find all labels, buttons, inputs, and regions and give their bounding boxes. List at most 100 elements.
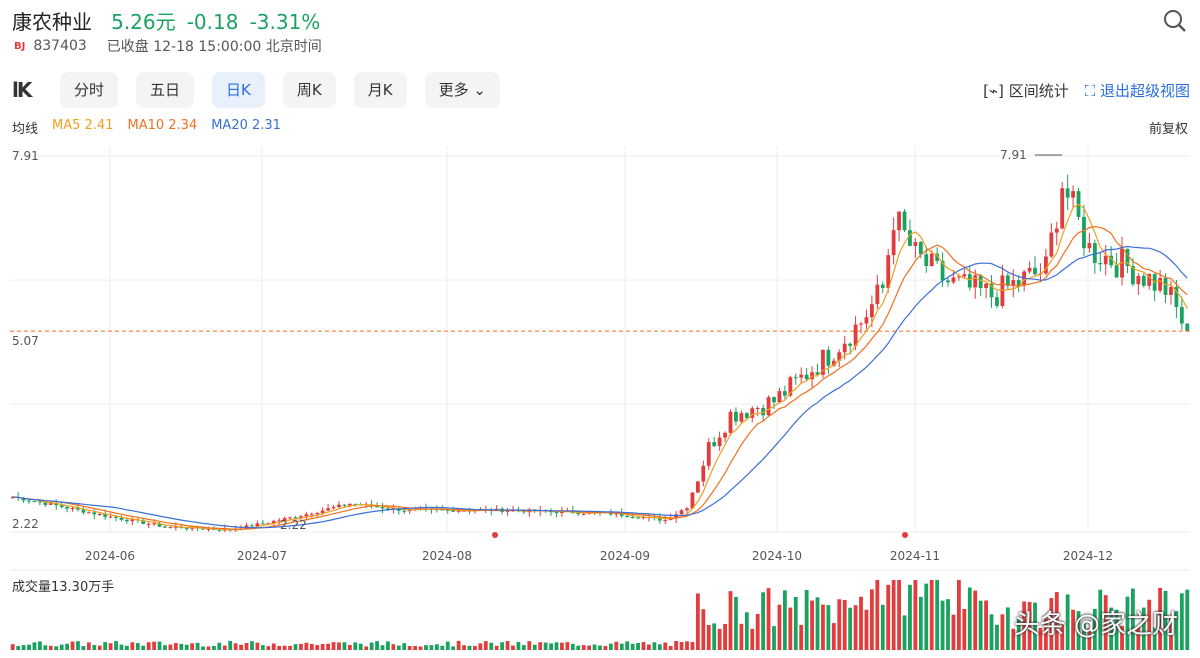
candle-body [576,513,581,515]
kline-chart[interactable]: 7.91 5.07 2.22 2024-06 2024-07 2024-08 2024-09… [0,140,1200,658]
ma10-value: MA10 2.34 [127,118,198,133]
candle-body [130,519,135,522]
adjust-mode[interactable]: 前复权 [1148,122,1188,137]
volume-bar [1125,596,1130,650]
tab-intraday[interactable]: 分时 [60,72,119,108]
volume-bar [1027,601,1032,650]
volume-bar [483,641,488,650]
volume-bar [973,590,978,650]
candle-body [1005,275,1010,286]
candle-body [402,510,407,512]
volume-bar [1038,627,1043,650]
volume-bar [135,643,140,650]
kline-icon[interactable]: lK [12,78,32,102]
volume-bar [315,645,320,650]
volume-bar [581,645,586,650]
candle-body [739,413,744,422]
candle-body [141,520,146,524]
volume-bar [929,580,934,650]
volume-bar [456,640,461,650]
volume-bar [554,642,559,650]
volume-bar [1147,599,1152,650]
volume-bar [1071,609,1075,650]
volume-bar [842,599,847,650]
candle-body [875,284,880,305]
volume-bar [233,643,238,650]
tab-weekly-k[interactable]: 周K [282,72,336,108]
candle-body [1043,256,1048,274]
candle-body [902,211,907,231]
volume-bar [1060,624,1065,650]
candle-body [1011,280,1016,286]
volume-bar [195,642,200,650]
tab-monthly-k[interactable]: 月K [353,72,407,108]
candle-body [391,508,396,510]
candle-body [842,343,847,353]
volume-bar [1136,626,1141,650]
volume-bar [1092,608,1097,650]
candle-body [995,297,999,306]
volume-bar [413,645,418,650]
volume-bar [913,580,918,650]
candle-body [663,520,668,522]
volume-bar [206,646,211,650]
volume-bar [516,642,521,650]
volume-bar [810,600,814,650]
candle-body [163,526,167,528]
x-tick-label: 2024-12 [1063,549,1113,563]
volume-bar [734,596,738,650]
y-tick-label: 7.91 [12,149,39,163]
volume-bar [125,645,129,650]
volume-bar [967,587,972,650]
candle-body [560,511,564,514]
volume-bar [723,623,727,650]
volume-bar [750,628,755,650]
volume-bar [255,642,260,650]
tab-daily-k[interactable]: 日K [212,72,265,108]
stock-price: 5.26元 [111,10,176,34]
volume-bar [1185,589,1190,650]
candle-body [184,528,189,530]
range-stats-button[interactable]: [⌁] 区间统计 [983,80,1069,101]
volume-bar [32,642,37,650]
tab-more[interactable]: 更多 ⌄ [424,72,500,108]
candle-body [695,481,700,493]
candle-body [978,275,983,288]
candle-body [804,374,809,380]
search-icon[interactable] [1162,8,1188,34]
volume-bar [467,645,472,650]
volume-bar [1098,589,1103,650]
high-annotation-label: 7.91 [1000,148,1027,162]
candle-body [1071,191,1075,198]
volume-bar [782,590,787,650]
volume-bar [1054,592,1059,650]
candle-body [54,503,59,506]
volume-bar [505,641,510,650]
candle-body [260,523,265,525]
stock-name: 康农种业 [12,10,92,34]
candle-body [1000,275,1005,306]
market-status: 已收盘 12-18 15:00:00 北京时间 [106,39,322,55]
exit-super-view-button[interactable]: ⛶ 退出超级视图 [1085,80,1190,101]
candle-body [97,513,102,515]
candle-body [152,523,157,525]
candle-body [706,442,711,466]
candle-body [331,507,336,509]
tab-five-day[interactable]: 五日 [136,72,195,108]
volume-bar [739,623,744,650]
volume-bar [1049,598,1054,650]
candle-body [859,323,863,325]
candle-body [1098,262,1103,265]
candle-body [1131,266,1135,285]
candle-body [777,391,782,403]
volume-bar [358,643,363,650]
volume-bar [440,645,445,650]
volume-bar [434,644,439,650]
volume-bar [27,644,31,650]
low-annotation-label: 2.22 [280,518,307,532]
volume-bar [657,644,662,650]
volume-bar [478,643,483,650]
volume-bar [489,642,494,650]
candle-body [897,211,901,231]
candle-body [65,506,69,509]
